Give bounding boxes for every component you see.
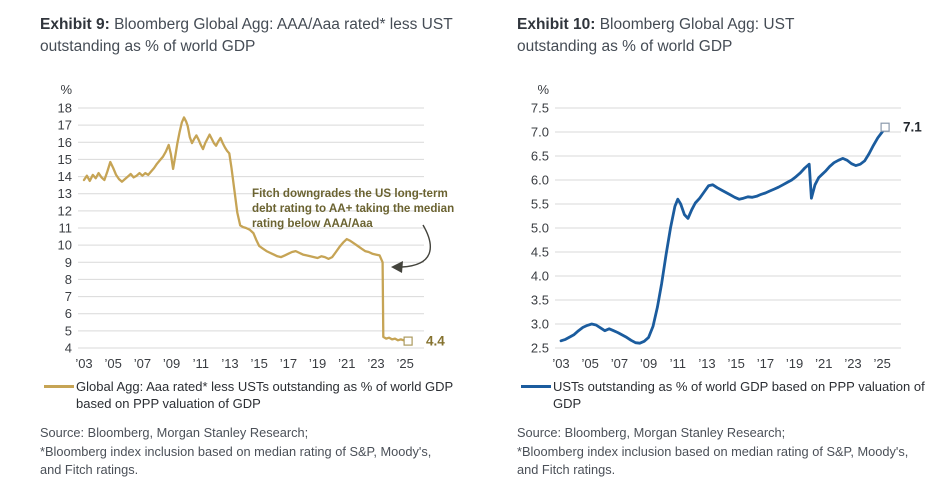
exhibit-9-panel: Exhibit 9: Bloomberg Global Agg: AAA/Aaa… [40, 14, 476, 480]
svg-text:15: 15 [58, 152, 72, 167]
svg-text:’21: ’21 [338, 356, 355, 371]
exhibit-9-legend-line-swatch [44, 385, 74, 388]
svg-text:11: 11 [59, 221, 73, 236]
svg-text:%: % [60, 82, 72, 97]
svg-text:8: 8 [65, 272, 72, 287]
exhibit-9-number: Exhibit 9: [40, 16, 110, 33]
svg-text:’07: ’07 [134, 356, 151, 371]
exhibit-9-legend: Global Agg: Aaa rated* less USTs outstan… [44, 378, 476, 412]
svg-text:’17: ’17 [280, 356, 297, 371]
exhibit-9-source-line2: *Bloomberg index inclusion based on medi… [40, 443, 432, 478]
exhibit-10-legend-label: USTs outstanding as % of world GDP based… [553, 379, 925, 411]
svg-text:’13: ’13 [221, 356, 238, 371]
svg-text:rating below AAA/Aaa: rating below AAA/Aaa [252, 217, 373, 230]
exhibit-9-title-text: Bloomberg Global Agg: AAA/Aaa rated* les… [40, 16, 453, 55]
svg-text:’03: ’03 [75, 356, 92, 371]
svg-text:6.5: 6.5 [531, 149, 549, 164]
svg-text:’19: ’19 [786, 356, 803, 371]
svg-text:’13: ’13 [698, 356, 715, 371]
svg-text:debt rating to AA+ taking the: debt rating to AA+ taking the median [252, 202, 454, 215]
svg-text:’07: ’07 [611, 356, 628, 371]
svg-text:’05: ’05 [582, 356, 599, 371]
svg-text:4: 4 [65, 341, 72, 356]
svg-text:14: 14 [58, 169, 72, 184]
svg-text:7.5: 7.5 [531, 101, 549, 116]
exhibit-10-title-text: Bloomberg Global Agg: UST outstanding as… [517, 16, 795, 55]
svg-text:2.5: 2.5 [531, 341, 549, 356]
svg-text:7.1: 7.1 [903, 120, 922, 135]
svg-text:16: 16 [58, 135, 72, 150]
svg-text:17: 17 [58, 118, 72, 133]
svg-text:13: 13 [58, 186, 72, 201]
svg-text:Fitch downgrades the US long-t: Fitch downgrades the US long-term [252, 187, 448, 200]
exhibit-10-line-chart: 7.5 7.0 6.5 6.0 5.5 5.0 4.5 4.0 3.5 3.0 2.5% ’03 ’05… [531, 82, 922, 371]
exhibit-10-source-note: Source: Bloomberg, Morgan Stanley Resear… [517, 424, 917, 480]
svg-text:’25: ’25 [397, 356, 414, 371]
exhibit-9-source-note: Source: Bloomberg, Morgan Stanley Resear… [40, 424, 440, 480]
svg-text:’03: ’03 [552, 356, 569, 371]
svg-text:7.0: 7.0 [531, 125, 549, 140]
exhibit-10-number: Exhibit 10: [517, 16, 596, 33]
svg-text:’23: ’23 [367, 356, 384, 371]
svg-text:’09: ’09 [163, 356, 180, 371]
svg-text:18: 18 [58, 101, 72, 116]
svg-text:’17: ’17 [757, 356, 774, 371]
svg-text:6.0: 6.0 [531, 173, 549, 188]
exhibit-10-title: Exhibit 10: Bloomberg Global Agg: UST ou… [517, 14, 869, 58]
exhibit-9-line-chart: 18 17 16 15 14 13 12 11 10 9 8 7 6 5 4% ’03 ’05 ’07 ’09 ’11… [58, 82, 455, 371]
svg-text:10: 10 [58, 238, 72, 253]
svg-text:’11: ’11 [193, 356, 209, 371]
svg-text:’25: ’25 [874, 356, 891, 371]
exhibit-9-title: Exhibit 9: Bloomberg Global Agg: AAA/Aaa… [40, 14, 460, 58]
svg-text:9: 9 [65, 255, 72, 270]
svg-text:5.5: 5.5 [531, 197, 549, 212]
exhibit-10-legend-line-swatch [521, 385, 551, 388]
svg-text:’21: ’21 [815, 356, 832, 371]
svg-text:12: 12 [58, 203, 72, 218]
svg-text:%: % [537, 82, 549, 97]
svg-text:5: 5 [65, 323, 72, 338]
svg-text:’05: ’05 [105, 356, 122, 371]
svg-text:’09: ’09 [640, 356, 657, 371]
svg-text:4.5: 4.5 [531, 245, 549, 260]
svg-text:6: 6 [65, 306, 72, 321]
svg-text:7: 7 [65, 289, 72, 304]
svg-text:3.0: 3.0 [531, 317, 549, 332]
svg-text:’11: ’11 [670, 356, 686, 371]
svg-text:’15: ’15 [728, 356, 745, 371]
svg-text:5.0: 5.0 [531, 221, 549, 236]
exhibit-10-source-line2: *Bloomberg index inclusion based on medi… [517, 443, 909, 478]
svg-text:’15: ’15 [251, 356, 268, 371]
svg-text:4.0: 4.0 [531, 269, 549, 284]
exhibit-9-legend-label: Global Agg: Aaa rated* less USTs outstan… [76, 379, 453, 411]
exhibit-10-panel: Exhibit 10: Bloomberg Global Agg: UST ou… [476, 0, 952, 482]
svg-text:4.4: 4.4 [426, 334, 445, 349]
exhibit-10-legend: USTs outstanding as % of world GDP based… [521, 378, 952, 412]
exhibit-10-source-line1: Source: Bloomberg, Morgan Stanley Resear… [517, 425, 786, 440]
exhibit-9-source-line1: Source: Bloomberg, Morgan Stanley Resear… [40, 425, 309, 440]
svg-text:3.5: 3.5 [531, 293, 549, 308]
svg-text:’23: ’23 [844, 356, 861, 371]
svg-text:’19: ’19 [309, 356, 326, 371]
